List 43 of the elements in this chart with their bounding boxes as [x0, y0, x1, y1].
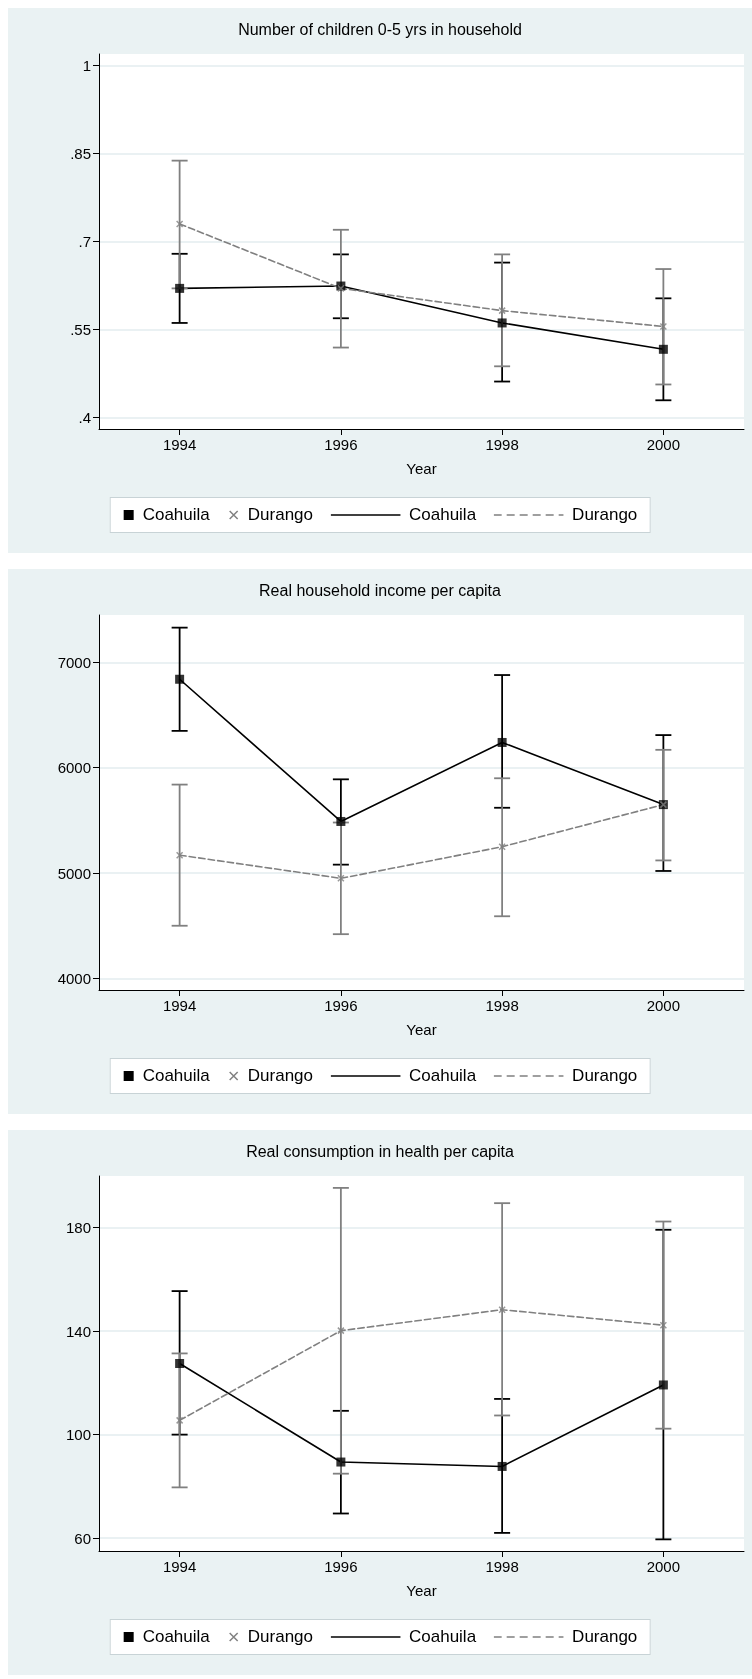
x-tick-label: 1998 [485, 997, 519, 1014]
x-tick-label: 1994 [162, 436, 197, 453]
chart-title: Real consumption in health per capita [246, 1142, 514, 1160]
legend-label: Durango [247, 505, 313, 525]
legend-label: Durango [572, 1066, 638, 1086]
chart-title: Number of children 0-5 yrs in household [238, 20, 522, 38]
y-tick-label: 6000 [57, 759, 91, 777]
legend-label: Durango [247, 1627, 313, 1647]
x-tick-label: 1996 [324, 1558, 358, 1575]
y-tick-label: .4 [78, 408, 91, 426]
x-tick-label: 1996 [324, 997, 358, 1014]
legend-label: Coahuila [142, 505, 210, 525]
legend-label: Coahuila [142, 1627, 210, 1647]
y-tick-label: .7 [78, 233, 91, 250]
y-tick-label: 1 [82, 57, 91, 75]
legend-label: Coahuila [409, 1627, 477, 1647]
legend-label: Durango [572, 1627, 638, 1647]
x-tick-label: 1994 [162, 1558, 197, 1575]
legend-label: Coahuila [409, 505, 477, 525]
x-tick-label: 2000 [646, 997, 681, 1014]
x-tick-label: 1996 [324, 436, 358, 453]
y-tick-label: .55 [70, 320, 91, 338]
x-axis-title: Year [406, 1582, 437, 1599]
y-tick-label: 4000 [57, 969, 91, 987]
x-axis-title: Year [406, 1021, 437, 1038]
legend-label: Durango [247, 1066, 313, 1086]
x-tick-label: 1994 [162, 997, 197, 1014]
chart-title: Real household income per capita [259, 581, 502, 599]
legend-label: Durango [572, 505, 638, 525]
y-tick-label: 7000 [57, 653, 91, 671]
x-tick-label: 2000 [646, 436, 681, 453]
x-axis-title: Year [406, 460, 437, 477]
x-tick-label: 2000 [646, 1558, 681, 1575]
y-tick-label: 60 [74, 1529, 91, 1547]
y-tick-label: 180 [65, 1219, 91, 1237]
legend-label: Coahuila [409, 1066, 477, 1086]
y-tick-label: 140 [65, 1322, 91, 1340]
y-tick-label: 5000 [57, 864, 91, 882]
y-tick-label: 100 [65, 1426, 91, 1444]
y-tick-label: .85 [70, 145, 91, 163]
legend-label: Coahuila [142, 1066, 210, 1086]
x-tick-label: 1998 [485, 1558, 519, 1575]
x-tick-label: 1998 [485, 436, 519, 453]
